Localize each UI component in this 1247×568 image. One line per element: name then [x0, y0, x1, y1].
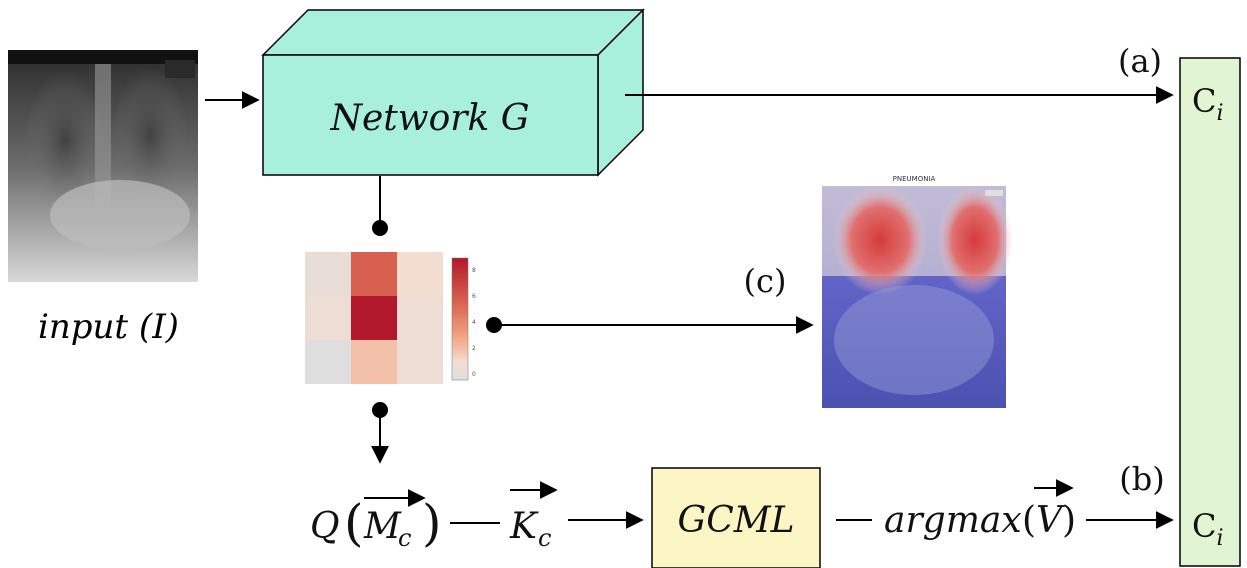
attention-heatmap	[305, 252, 443, 384]
heatmap-cell	[305, 252, 351, 296]
connector-dot-right	[486, 317, 502, 333]
heatmap-cell	[351, 296, 397, 340]
classifier-column: Ci Ci	[1179, 57, 1241, 567]
colorbar-tick-label: 4	[472, 319, 476, 326]
overlay-title: PNEUMONIA	[893, 175, 936, 183]
connector-dot-bottom	[372, 402, 388, 418]
gcml-label: GCML	[677, 500, 794, 541]
heatmap-cell	[351, 340, 397, 384]
q-function: Q	[310, 506, 340, 547]
classifier-label-top: Ci	[1192, 82, 1224, 126]
m-vector: M	[363, 506, 402, 547]
colorbar-tick-label: 8	[472, 267, 476, 274]
argmax-paren-close: )	[1062, 500, 1076, 541]
k-vector: K	[509, 506, 539, 547]
branch-label-c: (c)	[744, 262, 787, 300]
argmax-paren-open: (	[1022, 500, 1036, 541]
branch-label-b: (b)	[1119, 460, 1164, 498]
heatmap-colorbar: 8 6 4 2 0	[451, 257, 476, 381]
q-paren-close: )	[422, 494, 442, 552]
m-subscript: c	[398, 524, 411, 552]
colorbar-tick-label: 6	[472, 293, 476, 300]
heatmap-cell	[397, 340, 443, 384]
classifier-label-bottom: Ci	[1192, 507, 1224, 551]
colorbar-tick-label: 0	[472, 371, 476, 378]
gradcam-overlay-image: PNEUMONIA	[822, 175, 1013, 408]
heatmap-cell	[305, 296, 351, 340]
q-paren-open: (	[344, 494, 364, 552]
connector-dot-top	[372, 220, 388, 236]
k-subscript: c	[538, 524, 551, 552]
network-g-block: Network G	[261, 8, 645, 177]
branch-label-a: (a)	[1118, 42, 1162, 80]
pipeline-formula: Q ( M c ) K c GCML argmax ( V )	[310, 467, 1174, 568]
input-xray-image	[8, 50, 198, 282]
argmax-func: argmax	[884, 500, 1022, 541]
gcml-box	[651, 467, 821, 568]
heatmap-cell	[351, 252, 397, 296]
colorbar-tick-label: 2	[472, 345, 476, 352]
heatmap-cell	[305, 340, 351, 384]
heatmap-cell	[397, 296, 443, 340]
v-vector: V	[1036, 500, 1066, 541]
input-label: input (I)	[38, 307, 179, 347]
heatmap-cell	[397, 252, 443, 296]
network-g-label: Network G	[330, 98, 530, 139]
